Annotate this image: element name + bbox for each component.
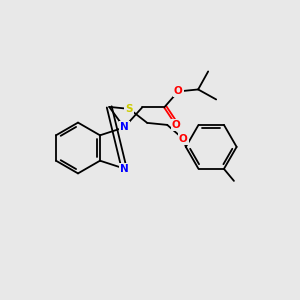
Text: N: N [120,164,128,174]
Text: S: S [125,104,133,114]
Text: N: N [120,122,128,132]
Text: O: O [174,86,182,96]
Text: O: O [172,120,181,130]
Text: O: O [179,134,188,144]
